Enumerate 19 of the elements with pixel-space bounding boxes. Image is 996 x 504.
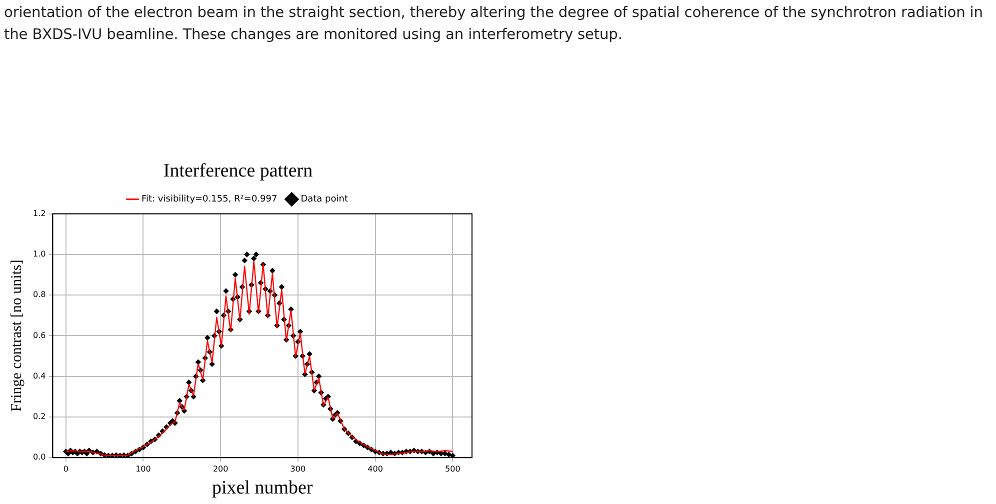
chart-title: Interference pattern [163, 160, 314, 182]
legend-label: Data point [300, 194, 348, 205]
y-tick-label: 0.8 [32, 290, 46, 300]
x-tick-label: 400 [368, 464, 383, 474]
y-axis-title: Fringe contrast [no units] [8, 260, 25, 412]
text: orientation of the electron beam in the straight section, thereby altering the degree of spatial coherence of the synchrotron radiation in the BXDS-IVU beamline. These changes are monitored using an interferometry setup. [4, 3, 984, 45]
x-axis-title: pixel number [212, 478, 314, 499]
x-tick-label: 300 [290, 464, 306, 474]
x-tick-label: 100 [136, 464, 151, 474]
y-tick-label: 0.4 [32, 371, 46, 380]
legend-label: Fit: visibility=0.155, R²=0.997 [141, 194, 278, 205]
x-tick-label: 0 [63, 464, 68, 474]
y-tick-label: 0.2 [32, 412, 46, 422]
x-tick-label: 500 [445, 464, 460, 474]
y-tick-label: 1.0 [32, 250, 46, 259]
x-tick-label: 200 [212, 464, 228, 474]
y-tick-label: 0.6 [32, 330, 46, 340]
y-tick-label: 0.0 [32, 452, 46, 462]
y-tick-label: 1.2 [32, 208, 46, 218]
